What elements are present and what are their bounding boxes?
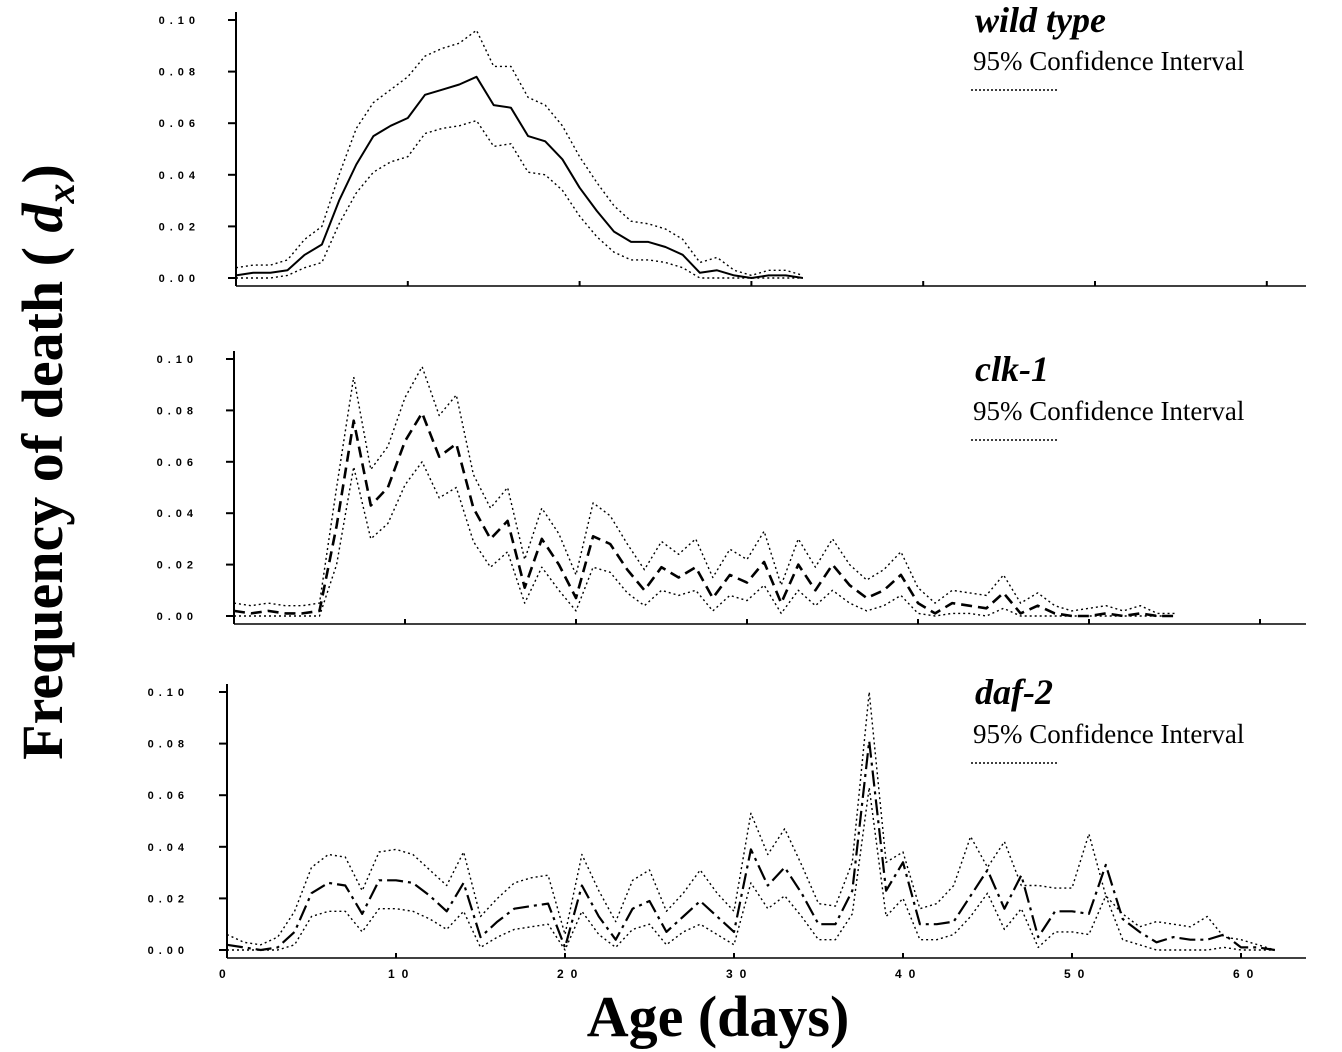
y-tick-label: 0.10 (148, 687, 189, 699)
panel-title: clk-1 (975, 349, 1049, 389)
y-tick-label: 0.10 (157, 354, 198, 366)
y-tick-label: 0.06 (148, 790, 189, 802)
y-tick-label: 0.02 (148, 893, 189, 905)
ci-legend-label: 95% Confidence Interval (973, 719, 1244, 749)
ci-legend-label: 95% Confidence Interval (973, 396, 1244, 426)
series-line-dx (226, 739, 1275, 952)
series-line-dx (233, 411, 1175, 618)
y-tick-label: 0.00 (157, 611, 198, 623)
y-tick-label: 0.04 (159, 170, 200, 182)
y-tick-label: 0.02 (159, 221, 200, 233)
x-tick-label: 40 (895, 967, 922, 981)
ci-legend-label: 95% Confidence Interval (973, 46, 1244, 76)
series-line-upper (235, 29, 804, 277)
y-tick-label: 0.08 (159, 67, 200, 79)
panel-daf-2: 0.00 0.02 0.04 0.06 0.08 0.10 0 10 20 30 40 50 60 daf… (148, 672, 1306, 981)
series-line-dx (235, 75, 804, 279)
y-tick-label: 0.04 (157, 508, 198, 520)
x-axis-title: Age (days) (587, 984, 850, 1049)
series-line-lower (236, 119, 803, 279)
y-axis-title-subscript: x (38, 184, 83, 205)
y-tick-label: 0.08 (157, 405, 198, 417)
x-tick-label: 20 (557, 967, 584, 981)
x-tick-label: 60 (1233, 967, 1260, 981)
y-tick-label: 0.00 (148, 945, 189, 957)
x-tick-label: 0 (219, 967, 233, 981)
series-line-lower (234, 461, 1175, 617)
y-tick-label: 0.00 (159, 273, 200, 285)
series-line-lower (227, 786, 1275, 951)
y-axis-title-tail: ) (10, 164, 75, 183)
y-tick-label: 0.08 (148, 739, 189, 751)
panel-title: daf-2 (975, 672, 1053, 712)
panel-title: wild type (975, 0, 1106, 40)
y-axis-title-var: d (10, 203, 75, 233)
panel-clk-1: 0.00 0.02 0.04 0.06 0.08 0.10 clk-1 95% Confide… (157, 349, 1306, 625)
x-tick-label: 30 (726, 967, 753, 981)
y-tick-label: 0.06 (157, 457, 198, 469)
series-line-upper (233, 366, 1175, 615)
y-axis-title-text: Frequency of death ( (10, 247, 75, 760)
series-line-upper (226, 691, 1276, 951)
y-axis-title: Frequency of death ( dx) (10, 164, 83, 760)
x-tick-label: 10 (388, 967, 415, 981)
y-tick-label: 0.04 (148, 842, 189, 854)
y-tick-label: 0.02 (157, 560, 198, 572)
x-tick-label: 50 (1064, 967, 1091, 981)
panel-wild-type: 0.00 0.02 0.04 0.06 0.08 0.10 wild type 95% Con… (159, 0, 1306, 287)
y-tick-label: 0.06 (159, 118, 200, 130)
y-tick-label: 0.10 (159, 15, 200, 27)
